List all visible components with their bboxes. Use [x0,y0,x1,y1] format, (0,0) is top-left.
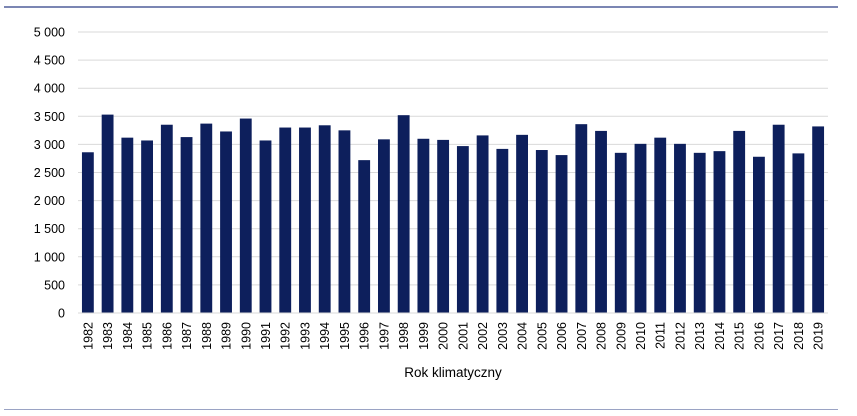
bar-2000 [437,139,450,313]
x-tick-label: 2004 [516,322,530,350]
y-tick-label: 2 000 [34,194,65,208]
bar-1989 [220,131,232,313]
bar-1982 [81,152,94,313]
bottom-rule [4,409,838,410]
x-tick-label: 1982 [81,322,95,350]
x-tick-label: 2014 [713,322,727,350]
y-tick-label: 1 500 [34,222,65,236]
y-axis-tick-labels: 0 500 1 000 1 500 2 000 2 500 3 000 3 500 4 000 4… [34,26,65,321]
x-tick-label: 2010 [634,322,648,350]
bar-1988 [200,123,213,313]
bar-2010 [634,143,647,313]
x-tick-label: 2000 [437,322,451,350]
bar-1991 [259,140,272,313]
y-tick-label: 5 000 [34,26,65,40]
top-rule [4,6,838,8]
x-tick-label: 2001 [456,322,470,350]
x-tick-label: 1995 [338,322,352,350]
x-tick-label: 2011 [654,322,668,349]
x-tick-label: 1993 [298,322,312,350]
x-tick-label: 1983 [101,322,115,350]
bar-1986 [160,124,173,313]
bars [81,114,825,314]
x-tick-label: 1999 [417,322,431,350]
x-tick-label: 2018 [792,322,806,350]
bar-2015 [733,130,746,313]
bar-1984 [121,137,134,313]
x-tick-label: 2012 [673,322,687,350]
bar-2009 [614,152,627,313]
bar-2007 [575,124,588,313]
y-tick-label: 0 [58,307,65,321]
x-tick-label: 1996 [358,322,372,350]
x-tick-label: 2002 [476,322,490,350]
bar-2002 [476,135,489,313]
bar-2017 [772,124,785,313]
x-tick-label: 2009 [614,322,628,350]
y-tick-label: 3 000 [34,138,65,152]
x-tick-label: 1994 [318,322,332,350]
bar-2011 [654,137,667,313]
y-tick-label: 500 [44,278,65,292]
y-tick-label: 3 500 [34,110,65,124]
bar-2014 [713,151,726,313]
bar-2006 [555,155,568,313]
y-tick-label: 1 000 [34,250,65,264]
bar-1983 [101,114,114,313]
x-tick-label: 2019 [812,322,826,350]
x-tick-label: 1989 [220,322,234,350]
bar-1985 [141,140,153,313]
x-tick-label: 2008 [595,322,609,350]
x-tick-label: 2006 [555,322,569,350]
bar-2004 [516,134,528,313]
bar-1997 [378,139,390,313]
bar-1990 [239,118,252,313]
x-tick-label: 2013 [693,322,707,350]
x-axis-label: Rok klimatyczny [404,365,502,380]
y-tick-label: 4 000 [34,82,65,96]
bar-2001 [456,146,469,313]
y-tick-label: 4 500 [34,54,65,68]
bar-2005 [535,150,548,313]
bar-2013 [693,152,706,313]
x-tick-label: 1987 [180,322,194,350]
x-tick-label: 2003 [496,322,510,350]
x-tick-label: 1988 [200,322,214,350]
x-tick-label: 2007 [575,322,589,350]
bar-2008 [595,130,607,313]
x-tick-label: 1991 [259,322,273,350]
y-tick-label: 2 500 [34,166,65,180]
x-tick-label: 1985 [141,322,155,350]
x-tick-label: 1990 [239,322,253,350]
bar-1995 [338,130,351,313]
x-tick-label: 1997 [377,322,391,350]
bar-1987 [180,137,193,313]
x-tick-label: 2015 [733,322,747,350]
bar-1998 [397,115,410,314]
x-tick-label: 1998 [397,322,411,350]
x-tick-label: 2017 [772,322,786,350]
bar-1993 [299,127,311,313]
x-axis-tick-labels: 1982 1983 1984 1985 1986 1987 1988 1989 1990 1991… [81,322,825,350]
bar-1992 [279,127,292,313]
bar-2018 [792,153,805,313]
x-tick-label: 2016 [752,322,766,350]
bar-1994 [318,125,331,313]
bar-2016 [753,156,765,313]
bar-1996 [358,160,371,313]
x-tick-label: 1986 [160,322,174,350]
bar-2012 [674,143,686,313]
bar-2019 [812,126,825,313]
bar-2003 [496,148,509,313]
bar-1999 [417,138,430,313]
x-tick-label: 1992 [279,322,293,350]
x-tick-label: 2005 [535,322,549,350]
x-tick-label: 1984 [121,322,135,350]
